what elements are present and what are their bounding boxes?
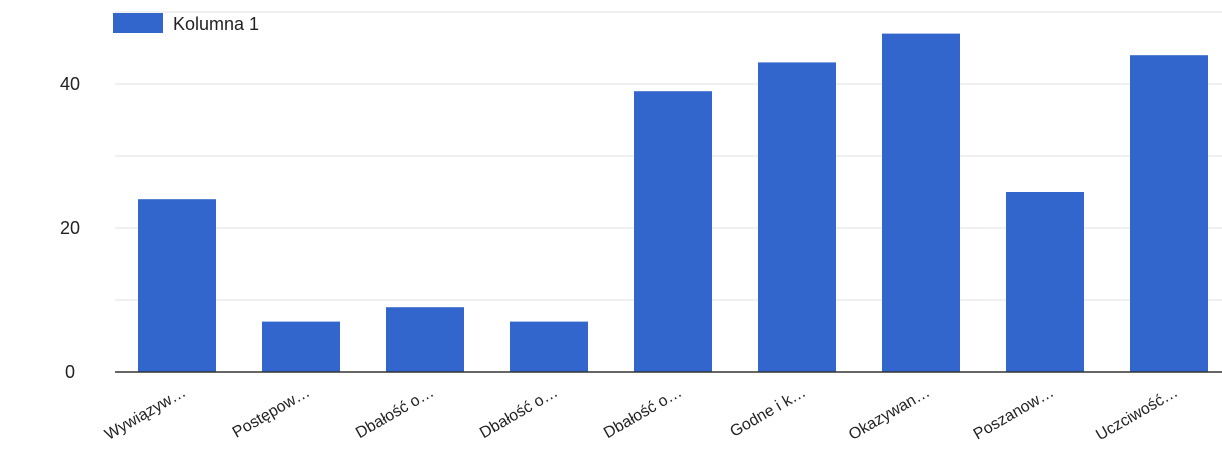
category-label-4: Dbałość o… (601, 384, 685, 442)
category-labels: Wywiązyw… Postępow… Dbałość o… Dbałość o… Db… (102, 384, 1181, 445)
category-label-6: Okazywan… (846, 384, 933, 444)
legend-label: Kolumna 1 (173, 14, 259, 34)
bar-2[interactable] (386, 307, 464, 372)
y-tick-label-0: 0 (65, 362, 75, 382)
legend-swatch (113, 13, 163, 33)
bar-0[interactable] (138, 199, 216, 372)
category-label-2: Dbałość o… (353, 384, 437, 442)
category-label-3: Dbałość o… (477, 384, 561, 442)
category-label-0: Wywiązyw… (102, 384, 189, 444)
bar-8[interactable] (1130, 55, 1208, 372)
category-label-8: Uczciwość… (1093, 384, 1181, 445)
category-label-5: Godne i k… (727, 384, 809, 441)
bar-3[interactable] (510, 321, 588, 372)
legend[interactable]: Kolumna 1 (113, 13, 259, 34)
bar-1[interactable] (262, 321, 340, 372)
bar-7[interactable] (1006, 192, 1084, 372)
category-label-7: Poszanow… (971, 384, 1057, 444)
bar-4[interactable] (634, 91, 712, 372)
y-tick-label-40: 40 (60, 74, 80, 94)
category-label-1: Postępow… (230, 384, 313, 442)
y-tick-label-20: 20 (60, 218, 80, 238)
bar-6[interactable] (882, 33, 960, 372)
bar-5[interactable] (758, 62, 836, 373)
axes: 0 20 40 (60, 74, 1222, 382)
bars (138, 33, 1208, 373)
